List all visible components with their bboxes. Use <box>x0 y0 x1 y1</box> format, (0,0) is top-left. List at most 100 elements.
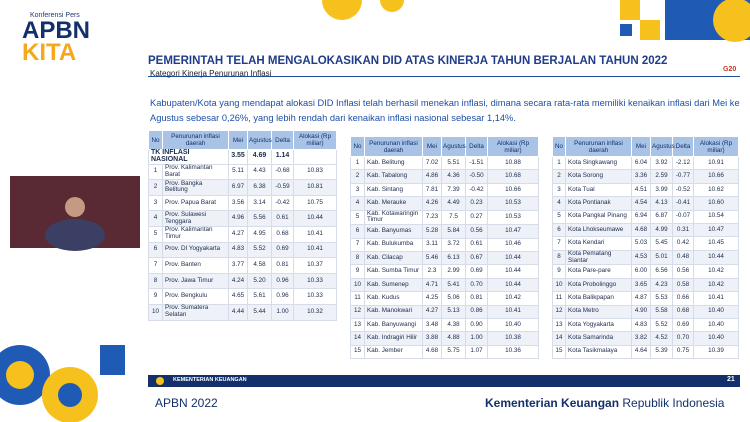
table-cell: 10.37 <box>293 257 337 274</box>
table-cell: 5.20 <box>247 272 272 290</box>
page-number: 21 <box>727 376 735 383</box>
table-cell: 11 <box>552 291 566 306</box>
table-cell: 14 <box>350 331 365 346</box>
table-cell: 11 <box>350 291 365 306</box>
column-header: Agustus <box>247 130 272 150</box>
table-cell: 4.83 <box>631 317 651 333</box>
table-cell: 10.44 <box>487 264 539 279</box>
table-row: 11 Kab. Kudus 4.25 5.06 0.81 10.42 <box>350 291 539 306</box>
table-cell: Kab. Tabalong <box>364 169 423 184</box>
table-row: 4 Kota Pontianak 4.54 4.13 -0.41 10.60 <box>552 196 739 211</box>
table-cell: 6.00 <box>631 264 651 279</box>
table-cell: 7.39 <box>441 182 466 198</box>
table-row: 8 Prov. Jawa Timur 4.24 5.20 0.96 10.33 <box>148 272 337 290</box>
table-cell: 10.44 <box>293 210 337 227</box>
table-row: 8 Kota Pematang Siantar 4.53 5.01 0.48 10.44 <box>552 249 739 266</box>
table-cell: 0.86 <box>465 304 488 319</box>
table-cell: 9 <box>552 264 566 279</box>
footer-right-regular: Republik Indonesia <box>622 396 725 410</box>
table-cell: 5.28 <box>422 224 442 239</box>
table-cell: Kab. Sumba Timur <box>364 264 423 279</box>
table-row: 9 Kab. Sumba Timur 2.3 2.99 0.69 10.44 <box>350 264 539 279</box>
table-cell: 5.45 <box>650 236 673 251</box>
table-row: 5 Kab. Kotawaringin Timur 7.23 7.5 0.27 10.53 <box>350 209 539 226</box>
table-cell: 9 <box>350 264 365 279</box>
table-row: 9 Kota Pare-pare 6.00 6.56 0.56 10.42 <box>552 264 739 279</box>
table-cell: 10.41 <box>293 225 337 243</box>
kicker: Konferensi Pers <box>30 12 80 19</box>
table-cell: 3.72 <box>441 237 466 252</box>
table-cell: Prov. Banten <box>162 257 229 274</box>
table-cell: Kota Probolinggo <box>565 277 632 293</box>
table-cell: 10.40 <box>693 331 739 346</box>
table-cell: 13 <box>350 317 365 333</box>
subtitle: Kategori Kinerja Penurunan Inflasi <box>150 69 272 78</box>
table-cell: 10.53 <box>487 209 539 226</box>
table-cell: Kota Singkawang <box>565 155 632 171</box>
table-cell: Prov. Bangka Belitung <box>162 179 229 196</box>
table-cell: 10.46 <box>487 237 539 252</box>
data-table: No Penurunan inflasi daerah Mei Agustus Delt… <box>552 136 739 360</box>
table-row: 15 Kab. Jember 4.68 5.75 1.07 10.36 <box>350 344 539 360</box>
table-cell: 10.36 <box>487 344 539 360</box>
table-row: 11 Kota Balikpapan 4.87 5.53 0.66 10.41 <box>552 291 739 306</box>
table-cell: 5.53 <box>650 291 673 306</box>
table-cell: 1 <box>148 163 163 181</box>
table-cell: 5 <box>148 225 163 243</box>
table-row: 10 Prov. Sumatera Selatan 4.44 5.44 1.00 10.3… <box>148 303 337 321</box>
table-cell: 4.99 <box>650 222 673 238</box>
table-cell: 7 <box>350 237 365 252</box>
table-row: 8 Kab. Cilacap 5.46 6.13 0.67 10.44 <box>350 250 539 266</box>
table-cell: 0.70 <box>672 331 694 346</box>
table-cell: Kota Pematang Siantar <box>565 249 632 266</box>
table-cell: 10.68 <box>487 169 539 184</box>
table-cell: 0.42 <box>672 236 694 251</box>
table-cell: 0.68 <box>271 225 294 243</box>
table-cell: 10 <box>552 277 566 293</box>
table-row: 12 Kab. Manokwari 4.27 5.13 0.86 10.41 <box>350 304 539 319</box>
table-cell: 4 <box>148 210 163 227</box>
table-cell: 0.81 <box>465 291 488 306</box>
table-cell: 0.69 <box>672 317 694 333</box>
table-cell: -0.41 <box>672 196 694 211</box>
table-row: 2 Prov. Bangka Belitung 6.97 6.38 -0.59 10.81 <box>148 179 337 196</box>
table-cell: 10.41 <box>693 291 739 306</box>
table-cell: 4.25 <box>422 291 442 306</box>
table-cell: 4 <box>350 196 365 211</box>
table-cell: 5.51 <box>441 155 466 171</box>
table-cell: 2.99 <box>441 264 466 279</box>
table-cell: Kota Lhokseumawe <box>565 222 632 238</box>
table-cell: 8 <box>552 249 566 266</box>
table-cell: Kab. Banyumas <box>364 224 423 239</box>
table-cell: 10.41 <box>293 241 337 259</box>
table-cell: 10.41 <box>487 304 539 319</box>
table-cell: Kab. Kudus <box>364 291 423 306</box>
table-cell: 4.68 <box>422 344 442 360</box>
table-cell: 6 <box>148 241 163 259</box>
table-cell: 6.56 <box>650 264 673 279</box>
ministry: KEMENTERIAN KEUANGAN <box>173 377 247 383</box>
table-cell: 6.94 <box>631 209 651 224</box>
column-header: Delta <box>672 136 694 157</box>
table-cell: 7.23 <box>422 209 442 226</box>
table-cell: 7.5 <box>441 209 466 226</box>
table-cell: 5.39 <box>650 344 673 360</box>
table-cell: 4.51 <box>631 182 651 198</box>
header-row: No Penurunan inflasi daerah Mei Agustus Delt… <box>552 136 739 157</box>
table-cell: 14 <box>552 331 566 346</box>
table-cell: 4.38 <box>441 317 466 333</box>
column-header: Alokasi (Rp miliar) <box>293 130 337 150</box>
table-cell: Kab. Sintang <box>364 182 423 198</box>
table-cell: Kota Yogyakarta <box>565 317 632 333</box>
table-cell: 4.58 <box>247 257 272 274</box>
table-row: 10 Kab. Sumenep 4.71 5.41 0.70 10.44 <box>350 277 539 293</box>
table-cell: 0.61 <box>271 210 294 227</box>
table-cell: 0.75 <box>672 344 694 360</box>
table-cell: 5.75 <box>441 344 466 360</box>
table-cell: 10.88 <box>487 155 539 171</box>
table-cell: 5.46 <box>422 250 442 266</box>
column-header: Alokasi (Rp miliar) <box>693 136 739 157</box>
table-cell: 4.53 <box>631 249 651 266</box>
table-cell: Kab. Jember <box>364 344 423 360</box>
column-header: Mei <box>422 136 442 157</box>
